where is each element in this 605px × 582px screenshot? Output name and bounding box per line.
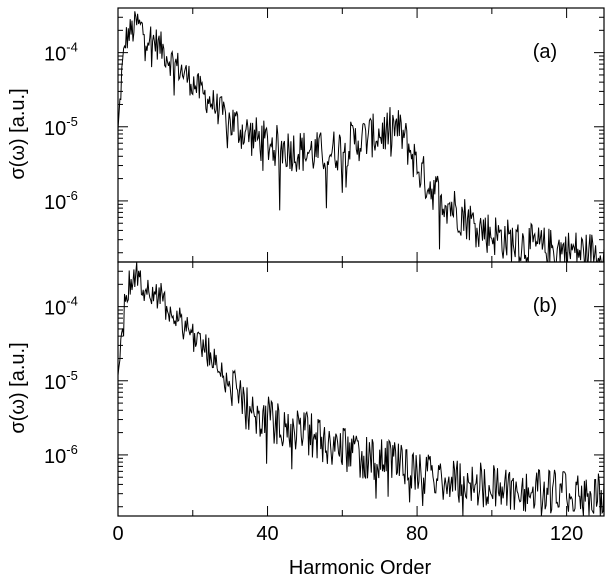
x-tick-label: 80 <box>406 523 428 545</box>
series-line-b <box>117 261 605 517</box>
x-tick-label: 0 <box>112 523 123 545</box>
panel-label-b: (b) <box>533 295 557 317</box>
y-tick-label-base: 10 <box>44 44 66 66</box>
y-tick-label-exponent: -5 <box>66 368 78 383</box>
y-tick-label-exponent: -5 <box>66 114 78 129</box>
y-tick-label-base: 10 <box>44 446 66 468</box>
y-tick-label-b: 10-4 <box>44 294 78 320</box>
panel-a: 10-410-510-6(a) <box>44 7 605 263</box>
panel-label-a: (a) <box>533 41 557 63</box>
y-tick-label-exponent: -4 <box>66 40 78 55</box>
y-tick-label-exponent: -6 <box>66 188 78 203</box>
y-axis-title-b: σ(ω) [a.u.] <box>7 342 29 433</box>
x-tick-labels: 0 40 80 120 <box>112 523 583 545</box>
y-tick-label-a: 10-5 <box>44 114 78 140</box>
y-tick-label-a: 10-6 <box>44 188 78 214</box>
y-tick-label-b: 10-5 <box>44 368 78 394</box>
x-axis-title: Harmonic Order <box>289 557 432 579</box>
x-tick-label: 40 <box>256 523 278 545</box>
y-tick-label-base: 10 <box>44 118 66 140</box>
plot-frame-b <box>117 261 605 517</box>
y-tick-label-base: 10 <box>44 298 66 320</box>
y-tick-label-exponent: -6 <box>66 442 78 457</box>
y-axis-title-a: σ(ω) [a.u.] <box>7 88 29 179</box>
y-tick-label-exponent: -4 <box>66 294 78 309</box>
series-line-a <box>117 11 605 263</box>
y-tick-label-base: 10 <box>44 192 66 214</box>
panel-b: 10-410-510-6(b) <box>44 261 605 517</box>
y-tick-label-a: 10-4 <box>44 40 78 66</box>
x-tick-label: 120 <box>550 523 583 545</box>
y-tick-label-b: 10-6 <box>44 442 78 468</box>
y-tick-label-base: 10 <box>44 372 66 394</box>
